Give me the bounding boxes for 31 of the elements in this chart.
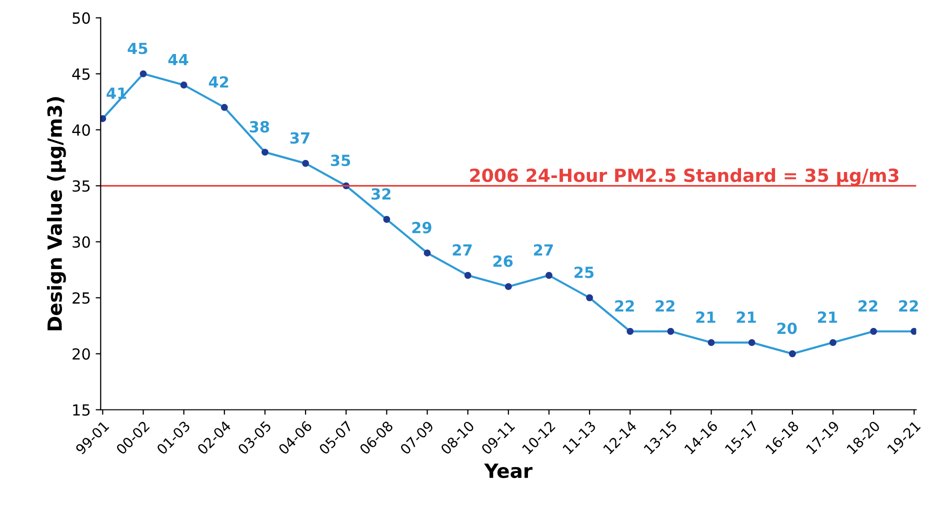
data-label: 32 xyxy=(372,188,390,200)
data-label: 27 xyxy=(452,244,472,256)
y-tick-label: 45 xyxy=(72,68,90,80)
data-label: 25 xyxy=(574,266,594,278)
y-tick-label: 20 xyxy=(72,348,90,360)
x-axis-title: Year xyxy=(484,464,532,478)
data-label: 45 xyxy=(128,42,148,54)
y-tick-label: 35 xyxy=(72,180,90,192)
ref-line-label: 2006 24-Hour PM2.5 Standard = 35 µg/m3 xyxy=(470,168,898,186)
data-label: 22 xyxy=(858,300,878,312)
y-axis-title: Design Value (µg/m3) xyxy=(46,97,66,330)
y-tick-label: 25 xyxy=(72,292,90,304)
data-label: 22 xyxy=(656,300,674,312)
data-label: 21 xyxy=(696,311,716,323)
data-label: 35 xyxy=(330,154,350,166)
y-tick-label: 15 xyxy=(73,404,90,416)
data-label: 22 xyxy=(615,300,634,312)
data-label: 20 xyxy=(777,322,797,334)
data-label: 22 xyxy=(899,300,918,312)
y-tick-label: 30 xyxy=(72,236,90,248)
data-label: 37 xyxy=(290,132,310,144)
y-tick-label: 40 xyxy=(72,124,90,136)
data-label: 29 xyxy=(412,222,432,234)
y-tick-label: 50 xyxy=(72,12,90,24)
data-label: 38 xyxy=(250,121,270,133)
data-label: 26 xyxy=(493,255,513,267)
data-label: 42 xyxy=(208,76,228,88)
data-label: 21 xyxy=(736,311,756,323)
data-label: 44 xyxy=(168,54,188,66)
data-label: 27 xyxy=(534,244,553,256)
data-label: 21 xyxy=(818,311,838,323)
